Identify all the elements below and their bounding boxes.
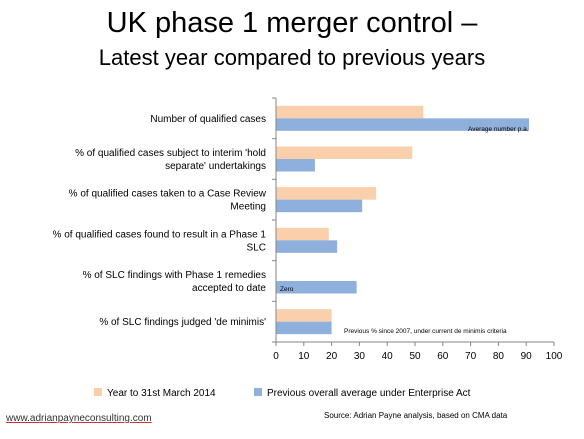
category-label: % of SLC findings judged 'de minimis' [99, 317, 266, 328]
bar-series1-cat3 [276, 187, 377, 200]
category-label: % of qualified cases taken to a Case Rev… [69, 189, 267, 213]
x-tick-label: 90 [521, 351, 533, 362]
website-link[interactable]: www.adrianpayneconsulting.com [6, 413, 152, 424]
x-tick-label: 80 [493, 351, 505, 362]
annotation-label: Average number p.a. [468, 126, 529, 133]
x-tick-label: 50 [409, 351, 421, 362]
x-tick-label: 40 [382, 351, 394, 362]
annotation-label: Previous % since 2007, under current de … [344, 328, 507, 335]
category-label: % of qualified cases found to result in … [53, 229, 267, 253]
x-tick-label: 0 [273, 351, 279, 362]
bar-series2-cat1 [276, 118, 529, 131]
x-tick-label: 60 [437, 351, 449, 362]
bar-series1-cat1 [276, 105, 424, 119]
slide-title: UK phase 1 merger control – [106, 7, 478, 39]
legend-label-1: Year to 31st March 2014 [107, 388, 216, 399]
category-label: Number of qualified cases [150, 114, 266, 125]
category-label: % of qualified cases subject to interim … [75, 148, 266, 172]
bar-series1-cat2 [276, 146, 413, 159]
annotation-label: Zero [280, 286, 294, 293]
x-tick-label: 30 [354, 351, 366, 362]
bar-series2-cat6 [276, 321, 332, 335]
bar-series1-cat4 [276, 227, 329, 241]
legend-swatch-2 [254, 388, 262, 396]
legend-swatch-1 [94, 388, 102, 396]
bar-series2-cat3 [276, 199, 363, 213]
bar-series1-cat6 [276, 309, 332, 322]
legend-label-2: Previous overall average under Enterpris… [267, 388, 471, 399]
slide-subtitle: Latest year compared to previous years [98, 45, 486, 70]
bar-series2-cat5 [276, 281, 357, 294]
x-tick-label: 70 [465, 351, 477, 362]
x-tick-label: 10 [298, 351, 310, 362]
x-tick-label: 100 [546, 351, 563, 362]
source-note: Source: Adrian Payne analysis, based on … [324, 411, 508, 420]
bar-series2-cat2 [276, 159, 315, 172]
x-tick-label: 20 [326, 351, 338, 362]
category-label: % of SLC findings with Phase 1 remedies a… [83, 270, 267, 294]
bar-series2-cat4 [276, 240, 338, 253]
